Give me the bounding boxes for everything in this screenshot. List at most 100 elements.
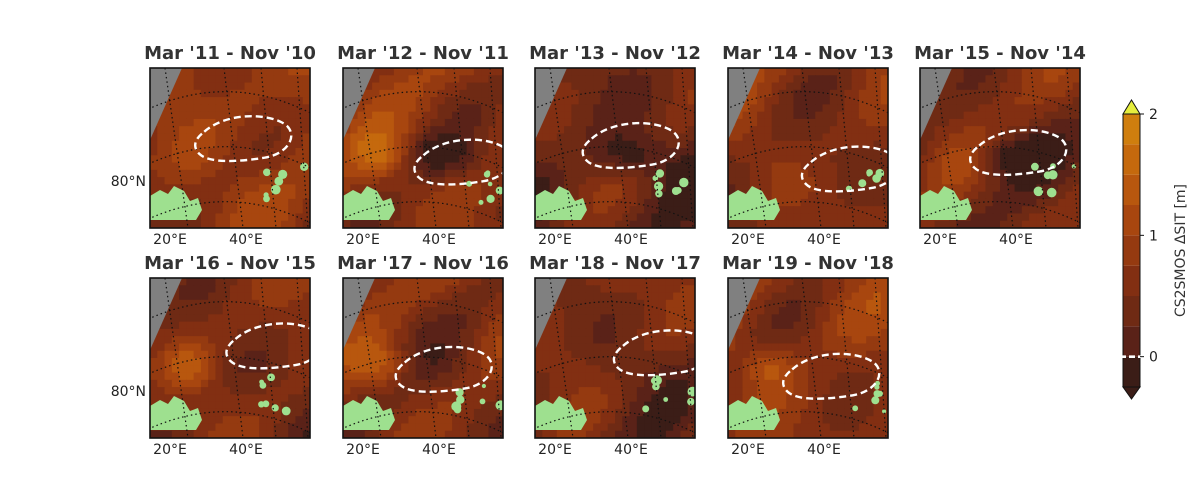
heatmap-cell [186, 401, 195, 410]
heatmap-cell [858, 423, 867, 432]
heatmap-cell [636, 118, 645, 127]
heatmap-cell [222, 104, 231, 113]
heatmap-cell [963, 111, 972, 120]
heatmap-cell [564, 328, 572, 337]
heatmap-cell [786, 97, 795, 105]
heatmap-cell [978, 97, 987, 105]
heatmap-cell [157, 321, 166, 330]
heatmap-cell [295, 111, 304, 120]
heatmap-cell [658, 213, 667, 222]
heatmap-cell [164, 372, 173, 381]
heatmap-cell [880, 177, 888, 185]
heatmap-cell [244, 372, 253, 381]
heatmap-cell [992, 97, 1001, 105]
heatmap-cell [452, 372, 460, 381]
heatmap-cell [992, 148, 1001, 156]
heatmap-cell [808, 140, 816, 149]
heatmap-cell [1072, 68, 1080, 76]
heatmap-cell [941, 82, 950, 91]
heatmap-cell [949, 140, 957, 149]
heatmap-cell [851, 358, 860, 366]
heatmap-cell [571, 111, 580, 120]
heatmap-cell [280, 177, 289, 185]
heatmap-cell [607, 148, 616, 156]
heatmap-cell [372, 68, 380, 76]
heatmap-cell [488, 118, 497, 127]
heatmap-cell [564, 314, 572, 323]
heatmap-cell [379, 169, 388, 178]
heatmap-cell [728, 430, 736, 438]
heatmap-cell [793, 220, 802, 228]
heatmap-cell [186, 328, 195, 337]
heatmap-cell [636, 82, 645, 91]
heatmap-cell [222, 206, 231, 215]
heatmap-cell [208, 104, 217, 113]
heatmap-cell [288, 68, 297, 76]
heatmap-cell [658, 75, 667, 84]
heatmap-cell [401, 379, 410, 388]
heatmap-cell [978, 75, 987, 84]
heatmap-cell [992, 104, 1001, 113]
heatmap-cell [1043, 82, 1052, 91]
heatmap-cell [1021, 169, 1030, 178]
heatmap-cell [481, 220, 490, 228]
heatmap-cell [978, 82, 987, 91]
heatmap-cell [578, 365, 587, 374]
heatmap-cell [259, 126, 267, 135]
heatmap-cell [401, 104, 410, 113]
heatmap-cell [466, 206, 475, 215]
heatmap-cell [978, 177, 987, 185]
heatmap-cell [495, 314, 503, 323]
heatmap-cell [1058, 140, 1067, 149]
heatmap-cell [437, 343, 446, 352]
heatmap-cell [873, 126, 882, 135]
heatmap-cell [415, 206, 424, 215]
heatmap-cell [179, 155, 187, 164]
heatmap-cell [230, 328, 238, 337]
heatmap-cell [251, 169, 260, 178]
heatmap-cell [1036, 126, 1045, 135]
heatmap-cell [437, 68, 446, 76]
heatmap-cell [956, 82, 965, 91]
heatmap-cell [386, 97, 395, 105]
heatmap-cell [423, 416, 431, 425]
heatmap-cell [259, 372, 267, 381]
heatmap-cell [386, 328, 395, 337]
heatmap-cell [837, 314, 845, 323]
heatmap-cell [651, 111, 660, 120]
heatmap-cell [473, 191, 482, 200]
heatmap-cell [629, 299, 638, 308]
heatmap-cell [230, 343, 238, 352]
heatmap-cell [585, 343, 594, 352]
heatmap-cell [800, 307, 809, 315]
heatmap-cell [873, 299, 882, 308]
heatmap-cell [302, 336, 310, 345]
heatmap-cell [593, 387, 602, 395]
heatmap-cell [1065, 184, 1074, 193]
heatmap-cell [615, 336, 623, 345]
nodata-wedge [343, 278, 375, 350]
heatmap-cell [564, 104, 572, 113]
heatmap-cell [179, 285, 187, 294]
panel-frame [149, 67, 311, 229]
heatmap-cell [571, 299, 580, 308]
heatmap-cell [735, 148, 744, 156]
heatmap-cell [749, 104, 758, 113]
heatmap-cell [1036, 177, 1045, 185]
heatmap-cell [386, 285, 395, 294]
latitude-line [535, 201, 695, 224]
heatmap-cell [423, 220, 431, 228]
heatmap-cell [851, 155, 860, 164]
heatmap-cell [1021, 118, 1030, 127]
heatmap-cell [658, 408, 667, 417]
heatmap-cell [1043, 68, 1052, 76]
heatmap-cell [186, 184, 195, 193]
heatmap-cell [578, 104, 587, 113]
heatmap-cell [829, 285, 838, 294]
heatmap-cell [222, 430, 231, 438]
heatmap-cell [571, 89, 580, 98]
heatmap-cell [622, 191, 631, 200]
heatmap-cell [651, 133, 660, 142]
heatmap-cell [171, 155, 180, 164]
heatmap-cell [600, 118, 609, 127]
